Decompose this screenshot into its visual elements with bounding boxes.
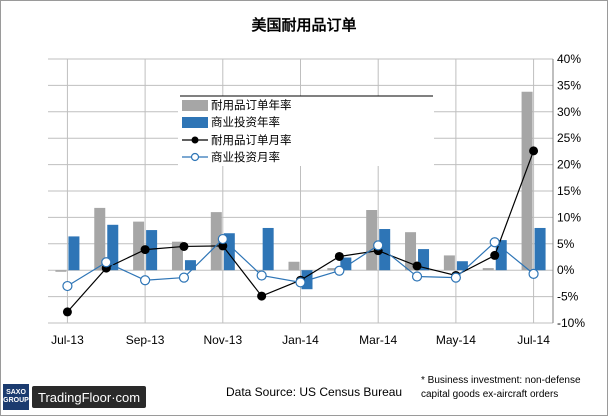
line-point: [62, 307, 72, 317]
line-point: [140, 275, 151, 286]
bar: [171, 241, 183, 271]
bar: [210, 212, 222, 271]
line-point: [490, 250, 500, 260]
line-point: [218, 241, 228, 251]
bar: [55, 270, 67, 272]
bar: [482, 268, 494, 271]
y-tick-label: 15%: [557, 184, 581, 198]
y-tick-label: -5%: [557, 290, 579, 304]
legend-label: 耐用品订单年率: [211, 98, 292, 112]
line-point: [373, 240, 384, 251]
line-point: [62, 280, 73, 292]
x-tick-label: Sep-13: [126, 333, 165, 347]
bar-series-1: [55, 91, 533, 272]
group-logo-text: GROUP: [3, 397, 29, 404]
y-tick-label: 25%: [557, 131, 581, 145]
line-point: [334, 251, 344, 261]
bar: [456, 261, 468, 271]
legend-label: 商业投资年率: [211, 115, 280, 129]
y-tick-label: 20%: [557, 158, 581, 172]
x-tick-label: Jan-14: [282, 333, 319, 347]
bar: [288, 261, 300, 271]
tradingfloor-logo: TradingFloor·com: [32, 386, 147, 408]
line-point: [295, 277, 306, 288]
legend-label: 商业投资月率: [211, 150, 280, 164]
data-source: Data Source: US Census Bureau: [226, 385, 403, 399]
bar: [340, 257, 352, 271]
bar: [418, 249, 430, 271]
bar: [534, 227, 546, 271]
line-point: [529, 146, 539, 156]
y-tick-label: -10%: [557, 316, 585, 330]
line-point: [256, 270, 267, 281]
line-point: [412, 261, 422, 271]
line-point: [101, 257, 112, 268]
y-tick-label: 40%: [557, 52, 581, 66]
x-tick-label: May-14: [436, 333, 476, 347]
line-point: [140, 245, 150, 255]
line-point: [528, 268, 539, 279]
legend-swatch: [182, 117, 208, 128]
bar: [405, 232, 417, 271]
y-tick-label: 10%: [557, 210, 581, 224]
line-point: [334, 265, 345, 276]
legend-swatch-marker: [191, 136, 199, 144]
footnote-line-2: capital goods ex-aircraft orders: [421, 389, 559, 400]
bar: [366, 210, 378, 271]
bar: [521, 91, 533, 271]
x-tick-label: Mar-14: [359, 333, 397, 347]
bar: [249, 270, 261, 271]
bar: [443, 255, 455, 271]
bar: [107, 224, 119, 271]
line-point: [178, 272, 190, 283]
line-point: [257, 291, 267, 301]
bar: [327, 268, 339, 271]
line-point: [179, 241, 189, 251]
footnote-line-1: * Business investment: non-defense: [421, 375, 581, 386]
bar: [146, 230, 158, 271]
y-tick-label: 30%: [557, 105, 581, 119]
saxo-logo-text: SAXO: [6, 389, 26, 396]
footnote: * Business investment: non-defense capit…: [421, 374, 601, 402]
chart-title: 美国耐用品订单: [251, 16, 357, 34]
legend-label: 耐用品订单月率: [211, 133, 292, 147]
line-point: [489, 237, 500, 248]
legend-background: [178, 96, 434, 166]
y-tick-label: 5%: [557, 237, 575, 251]
bar: [133, 221, 145, 271]
x-tick-label: Jul-13: [51, 333, 84, 347]
x-tick-label: Jul-14: [517, 333, 550, 347]
bar: [68, 236, 80, 271]
legend-swatch: [182, 100, 208, 111]
line-point: [450, 272, 461, 283]
bar: [379, 229, 391, 271]
bar: [184, 260, 196, 271]
y-tick-label: 0%: [557, 263, 575, 277]
x-tick-label: Nov-13: [203, 333, 242, 347]
bar: [223, 233, 235, 271]
saxo-logo: SAXO GROUP TradingFloor·com: [3, 384, 147, 410]
bar: [301, 270, 313, 290]
bar: [94, 207, 106, 271]
saxo-group-logo-icon: SAXO GROUP: [3, 384, 29, 410]
bar: [262, 227, 274, 271]
y-tick-label: 35%: [557, 78, 581, 92]
line-series-2: [62, 233, 539, 292]
line-point: [411, 271, 423, 282]
bar: [495, 240, 507, 271]
legend-swatch-marker: [190, 152, 200, 162]
bar-series-2: [68, 224, 546, 290]
line-point: [217, 233, 228, 245]
